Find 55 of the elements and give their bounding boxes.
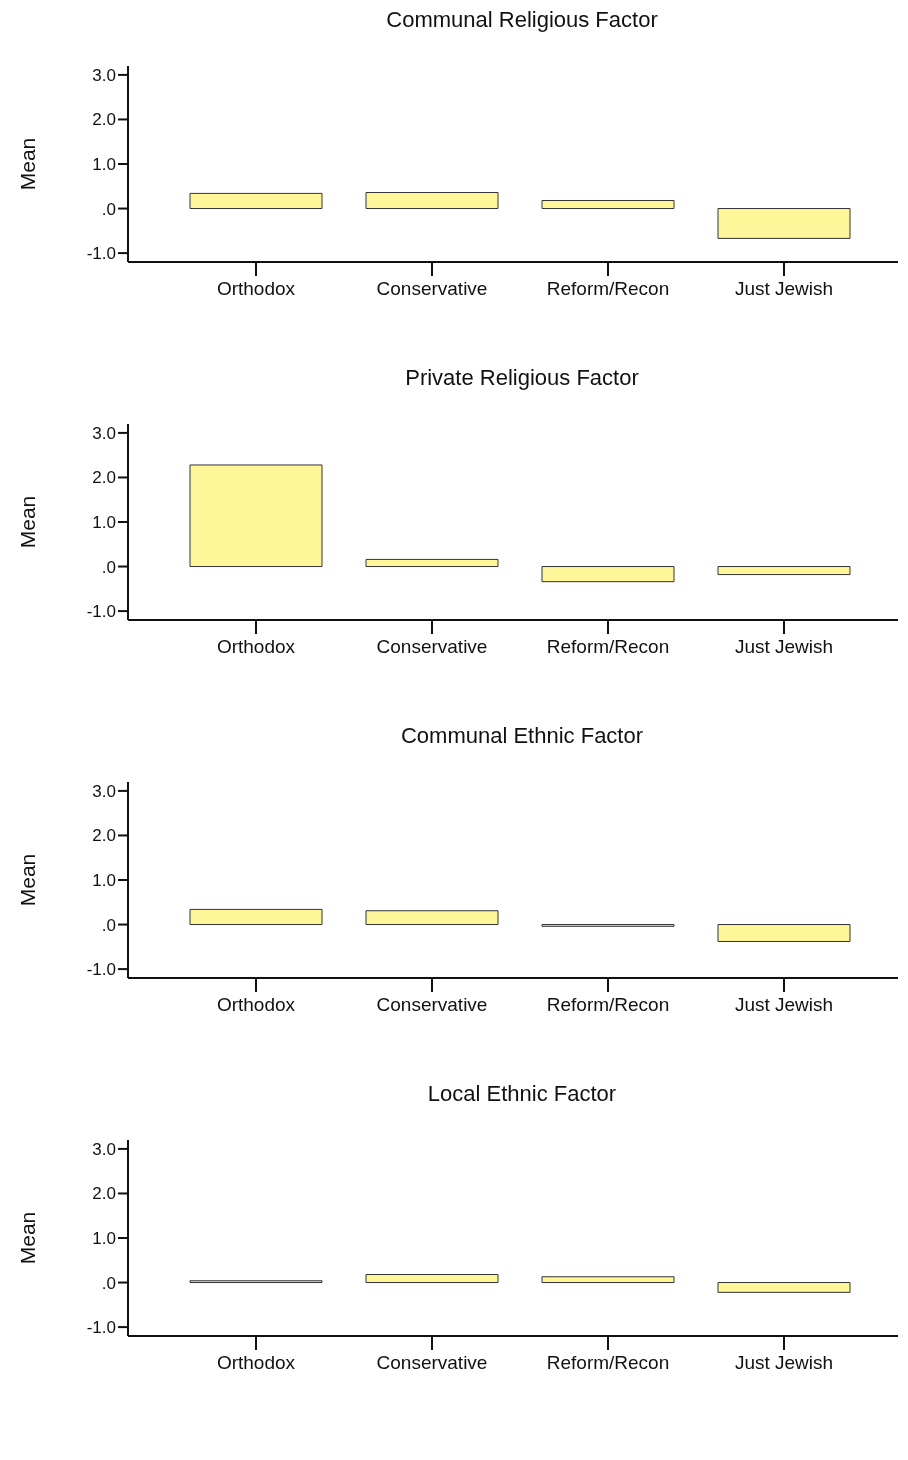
x-tick-label: Orthodox bbox=[216, 994, 296, 1016]
y-tick-label: -1.0 bbox=[86, 960, 116, 980]
y-tick-label: .0 bbox=[101, 915, 116, 935]
y-tick-label: -1.0 bbox=[86, 244, 116, 264]
y-tick-label: 3.0 bbox=[92, 65, 116, 85]
y-axis-title: Mean bbox=[16, 137, 40, 191]
y-tick-label: 1.0 bbox=[92, 871, 116, 891]
x-tick-label: Just Jewish bbox=[734, 994, 834, 1016]
x-tick-label: Conservative bbox=[376, 1352, 488, 1374]
y-tick-label: 2.0 bbox=[92, 110, 116, 130]
x-tick-label: Conservative bbox=[376, 636, 488, 658]
x-tick-label: Conservative bbox=[376, 994, 488, 1016]
bar bbox=[189, 464, 323, 568]
y-tick-label: 3.0 bbox=[92, 423, 116, 443]
y-tick-label: 2.0 bbox=[92, 468, 116, 488]
bar bbox=[717, 924, 851, 942]
y-tick-label: 2.0 bbox=[92, 826, 116, 846]
x-tick-label: Just Jewish bbox=[734, 1352, 834, 1374]
x-tick-label: Just Jewish bbox=[734, 278, 834, 300]
bar bbox=[365, 558, 499, 568]
x-tick-label: Orthodox bbox=[216, 1352, 296, 1374]
x-tick-label: Conservative bbox=[376, 278, 488, 300]
y-tick-label: 3.0 bbox=[92, 781, 116, 801]
chart-title: Communal Religious Factor bbox=[385, 7, 659, 34]
chart-title: Local Ethnic Factor bbox=[426, 1081, 618, 1108]
y-tick-label: 1.0 bbox=[92, 1229, 116, 1249]
y-axis-title: Mean bbox=[16, 853, 40, 907]
bar bbox=[717, 208, 851, 239]
y-axis-title: Mean bbox=[16, 1211, 40, 1265]
x-tick-label: Just Jewish bbox=[734, 636, 834, 658]
bar bbox=[541, 566, 675, 583]
y-tick-label: 3.0 bbox=[92, 1139, 116, 1159]
y-tick-label: -1.0 bbox=[86, 1318, 116, 1338]
y-tick-label: 2.0 bbox=[92, 1184, 116, 1204]
y-axis-title: Mean bbox=[16, 495, 40, 549]
bar bbox=[365, 192, 499, 210]
y-tick-label: .0 bbox=[101, 1273, 116, 1293]
x-tick-label: Orthodox bbox=[216, 278, 296, 300]
bar bbox=[717, 566, 851, 576]
y-tick-label: 1.0 bbox=[92, 155, 116, 175]
bar bbox=[189, 908, 323, 926]
x-tick-label: Reform/Recon bbox=[546, 994, 670, 1016]
y-tick-label: -1.0 bbox=[86, 602, 116, 622]
bar bbox=[365, 910, 499, 926]
x-tick-label: Reform/Recon bbox=[546, 636, 670, 658]
y-tick-label: 1.0 bbox=[92, 513, 116, 533]
chart-title: Communal Ethnic Factor bbox=[399, 723, 645, 750]
x-tick-label: Reform/Recon bbox=[546, 1352, 670, 1374]
bar bbox=[541, 200, 675, 210]
y-tick-label: .0 bbox=[101, 199, 116, 219]
x-tick-label: Reform/Recon bbox=[546, 278, 670, 300]
chart-title: Private Religious Factor bbox=[404, 365, 640, 392]
y-tick-label: .0 bbox=[101, 557, 116, 577]
x-tick-label: Orthodox bbox=[216, 636, 296, 658]
bar bbox=[189, 192, 323, 210]
